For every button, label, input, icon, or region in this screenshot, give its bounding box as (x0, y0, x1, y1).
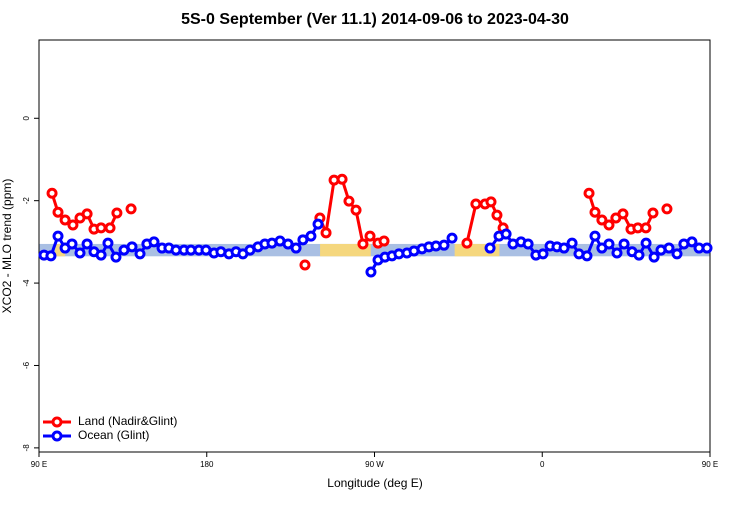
point (491, 209, 503, 221)
point (290, 242, 302, 254)
x-tick-label: 0 (540, 460, 545, 469)
point (52, 206, 64, 218)
legend-label: Ocean (Glint) (78, 428, 149, 442)
chart-title: 5S-0 September (Ver 11.1) 2014-09-06 to … (181, 11, 569, 28)
point (59, 214, 71, 226)
point (581, 250, 593, 262)
x-tick-label: 90 E (31, 460, 47, 469)
point (647, 207, 659, 219)
point (566, 237, 578, 249)
point (74, 247, 86, 259)
y-tick-label: -4 (22, 279, 31, 287)
x-axis-label: Longitude (deg E) (327, 476, 422, 490)
y-tick-label: -2 (22, 197, 31, 205)
point (110, 251, 122, 263)
point (618, 238, 630, 250)
point (52, 230, 64, 242)
point (633, 249, 645, 261)
x-tick-label: 180 (200, 460, 214, 469)
point (446, 232, 458, 244)
point (470, 198, 482, 210)
point (661, 203, 673, 215)
point (45, 250, 57, 262)
point (320, 227, 332, 239)
point (148, 236, 160, 248)
point (299, 259, 311, 271)
y-axis-label: XCO2 - MLO trend (ppm) (0, 179, 14, 314)
point (640, 222, 652, 234)
point (671, 248, 683, 260)
point (617, 208, 629, 220)
point (603, 238, 615, 250)
point (111, 207, 123, 219)
point (484, 242, 496, 254)
point (46, 187, 58, 199)
point (126, 241, 138, 253)
point (350, 204, 362, 216)
point (583, 187, 595, 199)
point (589, 230, 601, 242)
point (95, 249, 107, 261)
point (357, 238, 369, 250)
point (485, 196, 497, 208)
legend-marker (51, 430, 63, 442)
point (640, 237, 652, 249)
x-tick-label: 90 E (702, 460, 718, 469)
point (522, 238, 534, 250)
point (365, 266, 377, 278)
point (701, 242, 713, 254)
point (378, 235, 390, 247)
x-tick-label: 90 W (365, 460, 384, 469)
point (611, 247, 623, 259)
point (500, 228, 512, 240)
point (686, 236, 698, 248)
point (81, 208, 93, 220)
point (364, 230, 376, 242)
point (343, 195, 355, 207)
y-tick-label: 0 (22, 116, 31, 121)
point (336, 173, 348, 185)
point (134, 248, 146, 260)
point (305, 230, 317, 242)
point (461, 237, 473, 249)
band (320, 243, 371, 257)
point (66, 238, 78, 250)
y-tick-label: -8 (22, 444, 31, 452)
point (663, 242, 675, 254)
point (104, 222, 116, 234)
point (95, 222, 107, 234)
legend-label: Land (Nadir&Glint) (78, 414, 177, 428)
point (596, 214, 608, 226)
point (102, 237, 114, 249)
point (537, 248, 549, 260)
point (603, 219, 615, 231)
point (438, 239, 450, 251)
point (67, 219, 79, 231)
point (648, 251, 660, 263)
point (125, 203, 137, 215)
point (589, 206, 601, 218)
y-tick-label: -6 (22, 361, 31, 369)
point (282, 238, 294, 250)
point (312, 218, 324, 230)
point (81, 238, 93, 250)
point (558, 242, 570, 254)
legend-marker (51, 416, 63, 428)
